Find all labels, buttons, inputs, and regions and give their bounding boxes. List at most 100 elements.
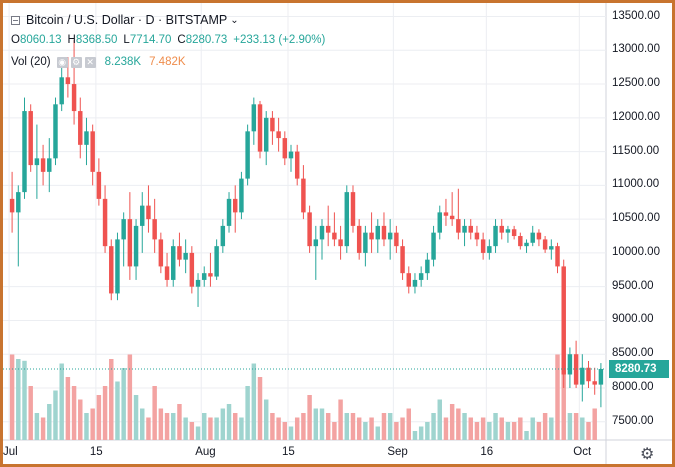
volume-bar [78,399,83,440]
candle-body [462,225,467,233]
candle-body [561,266,566,375]
volume-bar [270,413,275,440]
price-tick-label: 11000.00 [612,178,660,191]
chevron-down-icon[interactable]: ⌄ [230,14,239,26]
volume-bar [208,417,213,440]
candle-body [158,239,164,267]
candle-body [239,178,244,213]
candle-body [332,232,337,240]
candle-body [9,198,15,213]
candle-body [282,138,288,159]
volume-bar [313,408,319,440]
settings-gear-icon[interactable]: ⚙ [640,446,655,463]
candle-body [251,104,257,132]
volume-bar [561,368,566,440]
volume-bar [239,417,244,440]
candle-body [189,252,195,287]
volume-bar [332,422,337,440]
eye-icon[interactable]: ◉ [56,56,68,68]
candle-body [276,131,281,139]
candle-body [586,367,591,382]
volume-bar [518,417,523,440]
candle-body [65,77,71,85]
volume-bar [394,422,399,440]
volume-bar [133,395,139,440]
volume-bar [505,422,511,440]
candle-body [449,215,455,220]
volume-bar [375,426,381,440]
candle-body [443,212,449,216]
chart-frame: Bitcoin / U.S. Dollar · D · BITSTAMP ⌄ O… [3,3,672,464]
volume-bar [251,363,257,440]
candle-body [133,225,139,267]
volume-bar [59,363,64,440]
volume-bar [344,413,350,440]
volume-label[interactable]: Vol (20) [11,56,51,68]
volume-bar [468,417,473,440]
candle-body [369,232,374,240]
volume-bar [462,413,467,440]
volume-bar [406,408,411,440]
volume-bar [536,422,542,440]
candle-body [431,232,436,260]
volume-bar [96,395,102,440]
volume-bar [40,417,46,440]
volume-bar [325,413,331,440]
date-tick-label: 16 [480,446,494,458]
volume-bar [177,404,182,440]
low-label: L [123,34,130,46]
volume-bar [549,417,554,440]
volume-bar [480,417,486,440]
collapse-icon[interactable] [11,15,20,25]
volume-bar [580,417,585,440]
candle-body [16,192,21,213]
volume-bar [276,417,281,440]
candle-body [34,158,40,166]
candle-body [78,111,83,145]
volume-bar [301,413,306,440]
low-value: 7714.70 [129,34,172,46]
volume-bar [437,399,442,440]
close-label: C [177,34,186,46]
volume-bar [542,413,548,440]
symbol-legend[interactable]: Bitcoin / U.S. Dollar · D · BITSTAMP ⌄ [11,13,239,27]
chart-canvas[interactable] [3,3,672,464]
price-tick-label: 12500.00 [612,77,660,90]
candle-body [90,131,95,172]
volume-legend[interactable]: Vol (20) ◉ ⚙ ✕ 8.238K 7.482K [11,56,186,68]
candle-body [598,369,604,385]
candle-body [171,246,176,280]
volume-bar [288,426,294,440]
volume-bar [524,431,529,440]
candle-body [549,246,554,250]
volume-bar [146,417,151,440]
open-value: 8060.13 [19,34,62,46]
symbol-title[interactable]: Bitcoin / U.S. Dollar · D · BITSTAMP [26,13,228,27]
volume-bar [34,413,40,440]
volume-bar [195,426,201,440]
candle-body [387,232,393,240]
close-icon[interactable]: ✕ [84,56,96,68]
volume-bar [511,422,517,440]
price-tick-label: 9000.00 [612,313,654,326]
candle-body [580,367,585,385]
candle-body [313,239,319,247]
date-tick-label: Sep [387,446,408,458]
gear-icon[interactable]: ⚙ [70,56,82,68]
candle-body [71,84,77,112]
candle-body [208,273,213,277]
volume-bar [487,422,492,440]
candle-body [530,232,535,243]
volume-bar [412,431,418,440]
volume-bar [431,413,436,440]
volume-bar [28,386,33,440]
candle-body [307,212,312,247]
candle-body [164,266,170,280]
last-price-tag: 8280.73 [609,360,669,379]
price-tick-label: 12000.00 [612,110,660,123]
candle-body [220,225,226,247]
candle-body [394,232,399,247]
candle-body [109,246,114,294]
volume-bar [232,413,238,440]
candle-body [400,246,405,274]
